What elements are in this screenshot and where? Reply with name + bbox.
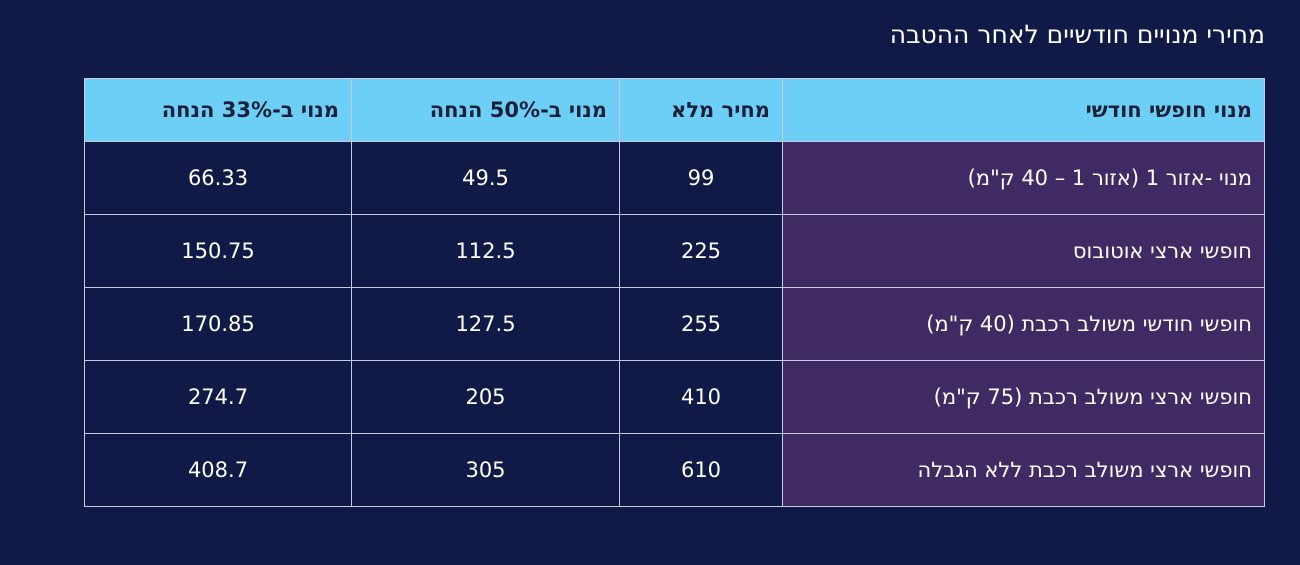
price-cell: 112.5 xyxy=(351,214,620,288)
page-title: מחירי מנויים חודשיים לאחר ההטבה xyxy=(889,20,1265,49)
header-row: מנוי חופשי חודשי מחיר מלא מנוי ב-50% הנחה מ… xyxy=(84,78,1265,142)
price-cell: 305 xyxy=(351,433,620,507)
column-header: מנוי ב-33% הנחה xyxy=(84,78,352,142)
table-row: חופשי ארצי משולב רכבת (75 ק"מ) 410 205 274.… xyxy=(84,360,1265,434)
column-header: מנוי ב-50% הנחה xyxy=(351,78,620,142)
plan-name: מנוי -אזור 1 (אזור 1 – 40 ק"מ) xyxy=(782,141,1265,215)
price-cell: 274.7 xyxy=(84,360,352,434)
column-header: מחיר מלא xyxy=(619,78,783,142)
table-row: מנוי -אזור 1 (אזור 1 – 40 ק"מ) 99 49.5 66.3… xyxy=(84,141,1265,215)
plan-name: חופשי חודשי משולב רכבת (40 ק"מ) xyxy=(782,287,1265,361)
price-cell: 408.7 xyxy=(84,433,352,507)
plan-name: חופשי ארצי משולב רכבת (75 ק"מ) xyxy=(782,360,1265,434)
price-cell: 49.5 xyxy=(351,141,620,215)
table-head: מנוי חופשי חודשי מחיר מלא מנוי ב-50% הנחה מ… xyxy=(84,78,1265,142)
price-cell: 225 xyxy=(619,214,783,288)
price-cell: 410 xyxy=(619,360,783,434)
price-cell: 170.85 xyxy=(84,287,352,361)
price-cell: 66.33 xyxy=(84,141,352,215)
price-cell: 150.75 xyxy=(84,214,352,288)
price-table: מנוי חופשי חודשי מחיר מלא מנוי ב-50% הנחה מ… xyxy=(84,78,1265,507)
table-row: חופשי חודשי משולב רכבת (40 ק"מ) 255 127.5 1… xyxy=(84,287,1265,361)
price-cell: 99 xyxy=(619,141,783,215)
price-cell: 127.5 xyxy=(351,287,620,361)
table-body: מנוי -אזור 1 (אזור 1 – 40 ק"מ) 99 49.5 66.3… xyxy=(84,141,1265,507)
column-header: מנוי חופשי חודשי xyxy=(782,78,1265,142)
plan-name: חופשי ארצי משולב רכבת ללא הגבלה xyxy=(782,433,1265,507)
price-cell: 255 xyxy=(619,287,783,361)
price-cell: 205 xyxy=(351,360,620,434)
table-row: חופשי ארצי אוטובוס 225 112.5 150.75 xyxy=(84,214,1265,288)
table-row: חופשי ארצי משולב רכבת ללא הגבלה 610 305 408… xyxy=(84,433,1265,507)
plan-name: חופשי ארצי אוטובוס xyxy=(782,214,1265,288)
price-cell: 610 xyxy=(619,433,783,507)
